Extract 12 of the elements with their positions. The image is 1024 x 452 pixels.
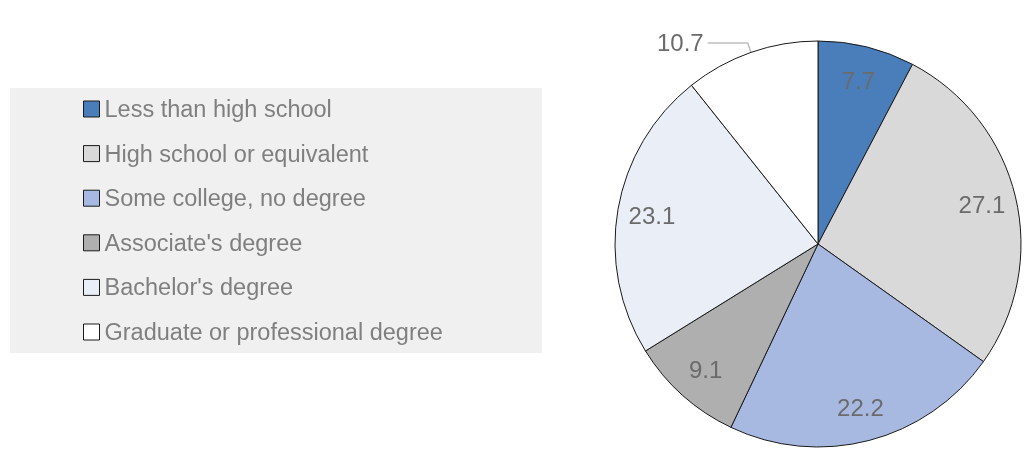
legend-label: Some college, no degree (104, 185, 366, 212)
data-label: 22.2 (837, 393, 884, 421)
data-label: 10.7 (656, 29, 704, 57)
data-label: 7.7 (841, 66, 876, 94)
data-label: 27.1 (958, 191, 1006, 219)
legend-label: High school or equivalent (104, 140, 369, 167)
data-label: 9.1 (689, 356, 723, 384)
legend-label: Less than high school (104, 96, 332, 122)
legend-label: Graduate or professional degree (104, 319, 443, 345)
legend-label: Associate's degree (104, 229, 303, 256)
data-label: 23.1 (628, 201, 676, 229)
legend-label: Bachelor's degree (104, 274, 294, 301)
